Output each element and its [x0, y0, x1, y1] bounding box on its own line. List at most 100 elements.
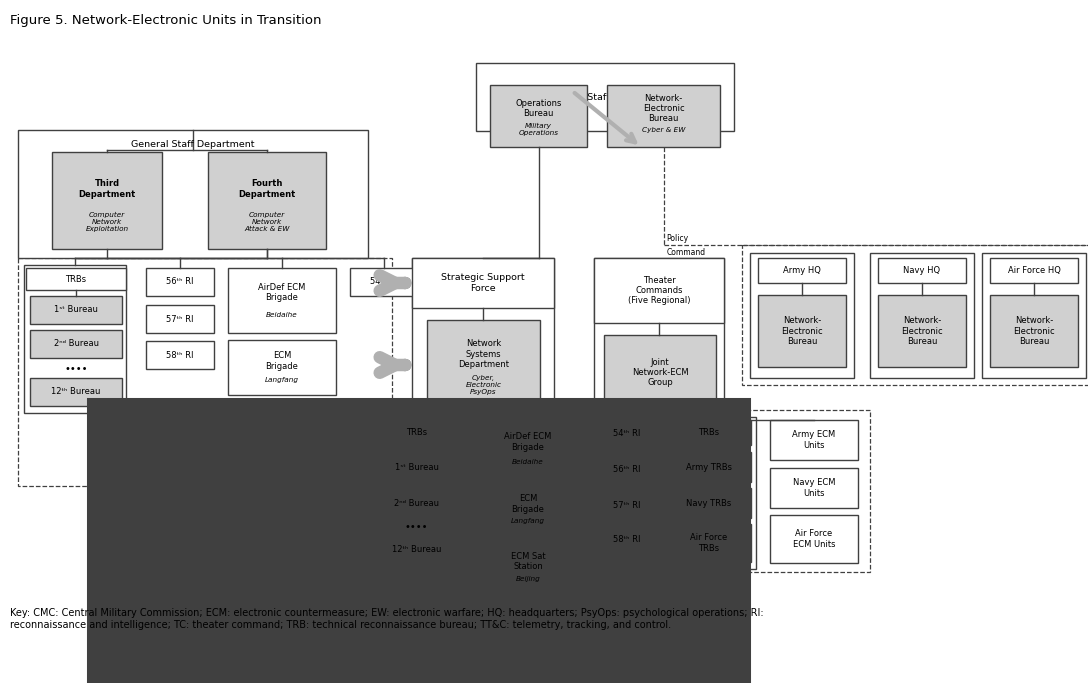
Bar: [474, 542, 582, 594]
Bar: [596, 456, 658, 484]
Bar: [662, 417, 756, 569]
Text: Army ECM
Units: Army ECM Units: [792, 430, 836, 449]
Text: Air Force HQ: Air Force HQ: [1007, 266, 1061, 275]
Bar: [350, 268, 418, 296]
Text: 54ᵗʰ RI: 54ᵗʰ RI: [614, 430, 641, 438]
Bar: [146, 305, 214, 333]
Bar: [412, 258, 554, 308]
Bar: [370, 417, 463, 572]
Text: 2ⁿᵈ Bureau: 2ⁿᵈ Bureau: [53, 339, 99, 348]
Bar: [35, 145, 180, 257]
Text: 12ᵗʰ Bureau: 12ᵗʰ Bureau: [51, 387, 101, 397]
Text: ••••: ••••: [64, 364, 88, 374]
Bar: [770, 420, 858, 460]
Bar: [146, 268, 214, 296]
Bar: [596, 420, 658, 448]
Text: 1ˢᵗ Bureau: 1ˢᵗ Bureau: [54, 305, 98, 314]
Text: Army HQ: Army HQ: [783, 266, 821, 275]
Bar: [758, 258, 846, 283]
Text: Army TRBs: Army TRBs: [685, 462, 731, 471]
Text: Key: CMC: Central Military Commission; ECM: electronic countermeasure; EW: elect: Key: CMC: Central Military Commission; E…: [10, 608, 764, 630]
Bar: [742, 245, 1088, 385]
Text: Military
Operations: Military Operations: [519, 123, 558, 137]
Bar: [18, 258, 392, 486]
Text: General Staff Department: General Staff Department: [132, 140, 255, 149]
Bar: [24, 265, 126, 413]
Text: 58ᵗʰ RI: 58ᵗʰ RI: [166, 350, 194, 359]
Text: Navy ECM
Units: Navy ECM Units: [793, 478, 836, 498]
Text: Beidaihe: Beidaihe: [267, 312, 298, 318]
Bar: [228, 268, 336, 333]
Bar: [374, 535, 459, 565]
Text: TRBs: TRBs: [697, 428, 719, 437]
Bar: [426, 320, 540, 410]
Bar: [146, 341, 214, 369]
Text: Computer
Network
Exploitation: Computer Network Exploitation: [86, 212, 128, 232]
Text: Strategic Support
Force: Strategic Support Force: [442, 273, 524, 293]
Bar: [374, 452, 459, 482]
Bar: [596, 491, 658, 519]
Bar: [30, 330, 122, 358]
Text: 1ˢᵗ Bureau: 1ˢᵗ Bureau: [395, 462, 438, 471]
Bar: [870, 253, 974, 378]
Bar: [990, 258, 1078, 283]
Text: 58ᵗʰ RI: 58ᵗʰ RI: [614, 535, 641, 544]
Bar: [477, 63, 734, 131]
Text: TRBs: TRBs: [406, 428, 428, 437]
Bar: [26, 268, 126, 290]
Text: 2ⁿᵈ Bureau: 2ⁿᵈ Bureau: [394, 499, 438, 507]
Text: Joint
Network-ECM
Group: Joint Network-ECM Group: [632, 358, 689, 387]
Text: Figure 5. Network-Electronic Units in Transition: Figure 5. Network-Electronic Units in Tr…: [10, 14, 321, 27]
Text: ••••: ••••: [405, 522, 429, 532]
Text: Operations
Bureau: Operations Bureau: [516, 99, 561, 118]
Bar: [374, 420, 459, 445]
Bar: [594, 258, 724, 418]
Bar: [660, 410, 870, 572]
Bar: [878, 258, 966, 283]
Bar: [412, 258, 554, 418]
Text: Command: Command: [667, 248, 706, 257]
Text: 57ᵗʰ RI: 57ᵗʰ RI: [166, 314, 194, 324]
Bar: [607, 85, 720, 147]
Text: Navy HQ: Navy HQ: [903, 266, 940, 275]
Bar: [594, 258, 724, 323]
Text: Cyber,
Electronic
PsyOps: Cyber, Electronic PsyOps: [466, 375, 502, 395]
Text: Fourth
Department: Fourth Department: [238, 179, 296, 199]
Text: Beijing: Beijing: [516, 576, 541, 583]
Text: Cyber & EW: Cyber & EW: [642, 126, 685, 133]
Bar: [750, 253, 854, 378]
Text: Network-
Electronic
Bureau: Network- Electronic Bureau: [901, 316, 943, 346]
Bar: [18, 130, 368, 258]
Bar: [374, 488, 459, 518]
Text: Third
Department: Third Department: [78, 179, 136, 199]
Text: Beidaihe: Beidaihe: [512, 459, 544, 464]
Bar: [758, 295, 846, 367]
Text: 56ᵗʰ RI: 56ᵗʰ RI: [166, 277, 194, 286]
Bar: [30, 378, 122, 406]
Text: Network
Systems
Department: Network Systems Department: [458, 339, 509, 369]
Bar: [52, 152, 162, 249]
Text: Langfang: Langfang: [265, 376, 299, 382]
Text: 54ᵗʰ RI: 54ᵗʰ RI: [370, 277, 398, 286]
Text: ECM
Brigade: ECM Brigade: [265, 351, 298, 371]
Bar: [490, 85, 588, 147]
Bar: [666, 488, 751, 518]
Bar: [666, 524, 751, 562]
Bar: [30, 296, 122, 324]
Bar: [982, 253, 1086, 378]
Text: TRBs: TRBs: [65, 275, 87, 283]
Text: AirDef ECM
Brigade: AirDef ECM Brigade: [258, 283, 306, 303]
Bar: [474, 485, 582, 535]
Text: Network-
Electronic
Bureau: Network- Electronic Bureau: [781, 316, 823, 346]
Text: Langfang: Langfang: [511, 518, 545, 524]
Text: ECM Sat
Station: ECM Sat Station: [264, 415, 299, 434]
Bar: [770, 468, 858, 508]
Bar: [208, 152, 326, 249]
Text: ECM
Brigade: ECM Brigade: [511, 494, 544, 514]
Text: Computer
Network
Attack & EW: Computer Network Attack & EW: [245, 212, 289, 232]
Text: Policy: Policy: [667, 234, 689, 243]
Bar: [228, 402, 336, 462]
Bar: [666, 452, 751, 482]
Text: 12ᵗʰ Bureau: 12ᵗʰ Bureau: [392, 546, 442, 555]
Text: Beijing: Beijing: [270, 442, 295, 448]
